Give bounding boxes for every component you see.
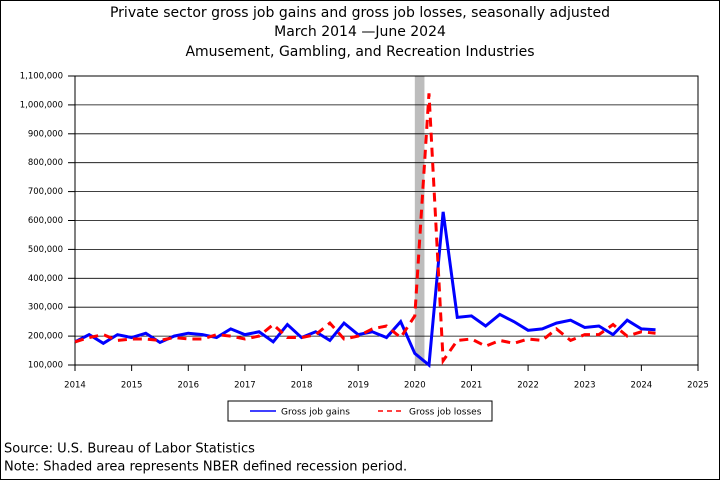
chart-subtitle: March 2014 —June 2024 (274, 24, 446, 40)
y-tick-label: 700,000 (28, 187, 63, 197)
source: Source: U.S. Bureau of Labor Statistics (4, 442, 255, 457)
x-tick-label: 2023 (574, 381, 596, 391)
legend (227, 400, 493, 422)
x-tick-label: 2021 (461, 381, 483, 391)
x-tick-label: 2017 (234, 381, 256, 391)
y-tick-label: 200,000 (28, 332, 63, 342)
y-tick-label: 1,000,000 (20, 100, 63, 110)
y-tick-label: 100,000 (28, 361, 63, 371)
x-tick-label: 2022 (517, 381, 539, 391)
x-tick-label: 2025 (687, 381, 709, 391)
x-tick-label: 2019 (347, 381, 369, 391)
chart-title: Private sector gross job gains and gross… (110, 5, 610, 21)
x-tick-label: 2015 (121, 381, 143, 391)
y-tick-label: 800,000 (28, 158, 63, 168)
industry: Amusement, Gambling, and Recreation Indu… (185, 44, 534, 60)
y-tick-label: 600,000 (28, 216, 63, 226)
legend-label: Gross job losses (409, 408, 482, 418)
legend-label: Gross job gains (281, 408, 350, 418)
plot-area (74, 75, 699, 366)
y-tick-label: 300,000 (28, 303, 63, 313)
x-tick-label: 2020 (404, 381, 426, 391)
x-tick-label: 2016 (177, 381, 199, 391)
y-tick-label: 1,100,000 (20, 72, 63, 82)
y-tick-label: 500,000 (28, 245, 63, 255)
y-tick-label: 900,000 (28, 129, 63, 139)
y-tick-label: 400,000 (28, 274, 63, 284)
x-tick-label: 2018 (291, 381, 313, 391)
x-tick-label: 2024 (631, 381, 653, 391)
note: Note: Shaded area represents NBER define… (4, 460, 407, 475)
series-line (74, 93, 656, 366)
x-tick-label: 2014 (64, 381, 86, 391)
